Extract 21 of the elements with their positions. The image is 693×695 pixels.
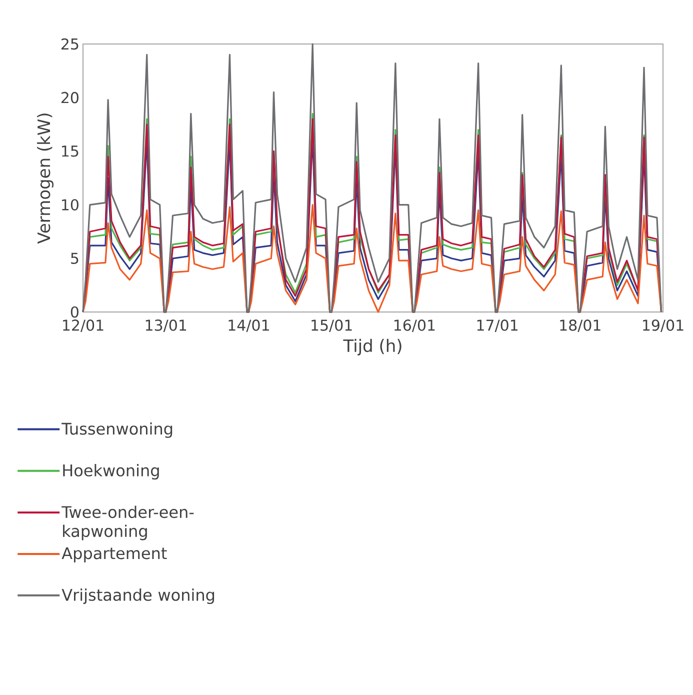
x-axis-title: Tijd (h) [343,338,402,356]
y-axis-title: Vermogen (kW) [37,114,54,244]
x-tick-label: 18/01 [560,320,600,332]
y-tick-label: 5 [71,252,78,264]
y-tick-label: 10 [62,199,78,210]
x-tick-label: 19/01 [643,320,684,332]
y-tick-label: 25 [61,38,78,50]
y-tick-label: 15 [62,146,78,157]
x-tick-label: 12/01 [63,320,104,332]
legend-label: Twee-onder-een-kapwoning [62,506,194,540]
legend-label: Tussenwoning [62,422,172,438]
x-tick-label: 17/01 [477,320,518,332]
legend-label: Hoekwoning [63,464,159,480]
x-tick-label: 16/01 [394,320,435,332]
legend-label: Appartement [62,547,167,562]
legend-label: Vrijstaande woning [62,588,214,604]
x-tick-label: 15/01 [312,320,352,332]
y-tick-label: 20 [61,92,78,104]
x-tick-label: 14/01 [228,320,269,332]
x-tick-label: 13/01 [146,320,186,332]
y-tick-label: 0 [70,306,78,318]
